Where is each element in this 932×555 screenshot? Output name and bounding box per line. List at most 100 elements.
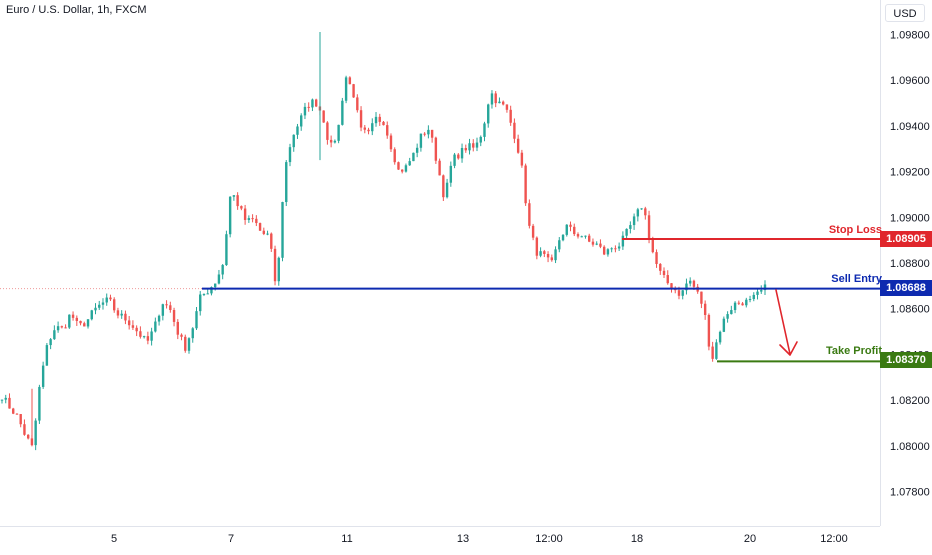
candle-body xyxy=(131,325,135,328)
candle-body xyxy=(180,334,183,337)
candle-body xyxy=(569,224,572,227)
price-tick-label: 1.08200 xyxy=(890,395,930,407)
candle-body xyxy=(206,293,209,295)
time-tick-label: 7 xyxy=(228,533,234,545)
candle-body xyxy=(251,218,254,220)
sell-entry-label: Sell Entry xyxy=(831,273,882,285)
time-tick-label: 20 xyxy=(744,533,756,545)
candle-body xyxy=(161,304,165,316)
candle-body xyxy=(240,206,243,209)
candle-body xyxy=(531,225,535,238)
candle-body xyxy=(341,100,344,125)
time-tick-label: 5 xyxy=(111,533,117,545)
candle-body xyxy=(599,243,602,247)
candle-body xyxy=(401,169,404,172)
candle-body xyxy=(655,252,658,264)
candle-body xyxy=(457,154,460,159)
candle-body xyxy=(692,280,696,287)
candle-body xyxy=(528,203,531,226)
symbol-title[interactable]: Euro / U.S. Dollar, 1h, FXCM xyxy=(6,4,147,16)
candle-body xyxy=(386,125,389,136)
candle-body xyxy=(303,106,307,116)
candle-body xyxy=(363,127,366,130)
candle-body xyxy=(49,339,52,346)
candle-body xyxy=(490,93,494,105)
candle-body xyxy=(326,122,329,140)
candle-body xyxy=(419,133,423,148)
candle-body xyxy=(430,129,434,138)
candle-body xyxy=(636,209,640,217)
candle-body xyxy=(711,346,714,359)
time-tick-label: 12:00 xyxy=(820,533,848,545)
candle-body xyxy=(262,230,266,234)
candle-body xyxy=(741,303,744,306)
candle-body xyxy=(154,321,157,332)
candle-body xyxy=(546,253,550,258)
candle-body xyxy=(15,413,19,415)
candle-body xyxy=(524,165,527,204)
candle-body xyxy=(157,315,161,322)
candle-body xyxy=(120,313,123,316)
candle-body xyxy=(56,326,60,331)
candle-body xyxy=(60,326,64,328)
candle-body xyxy=(412,152,415,162)
time-axis[interactable]: 5 7 11 13 12:00 18 20 12:00 xyxy=(111,533,848,545)
candle-body xyxy=(139,331,142,337)
candle-body xyxy=(288,147,292,163)
price-tick-label: 1.09800 xyxy=(890,29,930,41)
stop-loss-label: Stop Loss xyxy=(828,224,882,236)
candle-body xyxy=(621,235,625,247)
candle-body xyxy=(359,110,363,128)
price-tick-label: 1.09400 xyxy=(890,121,930,133)
candle-body xyxy=(281,202,284,258)
candle-body xyxy=(348,77,352,85)
candle-body xyxy=(595,243,598,245)
candle-body xyxy=(98,304,101,308)
candle-body xyxy=(561,234,565,241)
stop-loss-price-tag: 1.08905 xyxy=(880,231,932,247)
candle-body xyxy=(580,236,583,238)
candle-body xyxy=(266,233,269,235)
candle-body xyxy=(472,143,475,148)
candle-body xyxy=(681,290,684,296)
candle-body xyxy=(662,270,666,276)
candle-body xyxy=(423,133,426,135)
candle-body xyxy=(584,235,587,237)
candle-body xyxy=(644,208,647,216)
candle-body xyxy=(404,165,408,172)
candle-body xyxy=(142,336,146,338)
candle-body xyxy=(41,365,45,387)
candle-body xyxy=(748,299,752,301)
candle-body xyxy=(659,263,662,271)
candle-body xyxy=(543,251,546,254)
candle-body xyxy=(210,287,213,294)
candle-body xyxy=(221,265,224,275)
candle-body xyxy=(453,154,456,166)
candle-body xyxy=(505,104,509,110)
candle-body xyxy=(199,294,202,312)
candle-body xyxy=(86,319,90,327)
candle-body xyxy=(232,195,236,197)
candle-body xyxy=(565,224,568,235)
trade-arrow xyxy=(775,289,798,356)
candle-body xyxy=(307,106,310,108)
candle-body xyxy=(270,233,273,249)
candle-body xyxy=(617,246,621,249)
candle-body xyxy=(75,317,79,321)
candle-body xyxy=(722,318,726,332)
candle-body xyxy=(688,280,692,284)
candle-body xyxy=(752,294,755,300)
candle-body xyxy=(670,283,673,289)
candle-body xyxy=(79,320,82,324)
candle-body xyxy=(763,284,767,291)
price-axis[interactable]: 1.09800 1.09600 1.09400 1.09200 1.09000 1.088… xyxy=(890,29,930,498)
candle-body xyxy=(285,162,288,203)
candle-body xyxy=(715,342,718,359)
candle-body xyxy=(393,149,396,163)
candle-body xyxy=(475,142,479,148)
currency-button[interactable]: USD xyxy=(885,4,925,22)
candle-body xyxy=(113,299,116,311)
candle-body xyxy=(625,228,628,236)
candle-body xyxy=(756,291,759,295)
